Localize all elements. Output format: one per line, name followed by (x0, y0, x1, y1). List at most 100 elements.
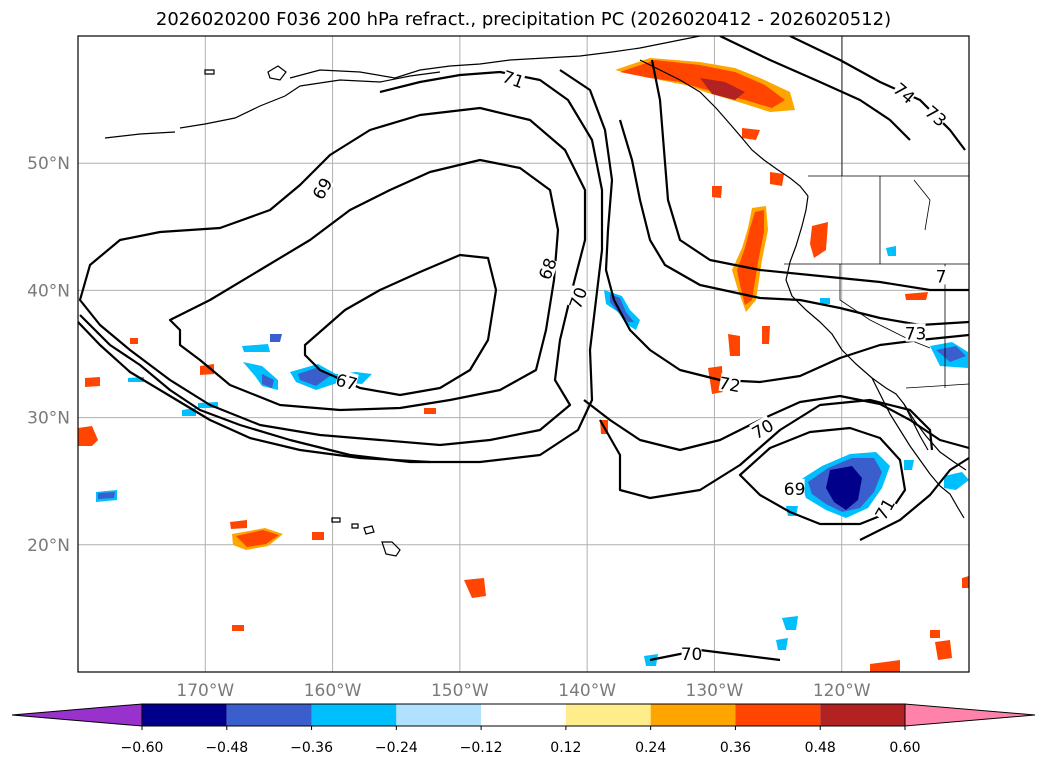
colorbar-segment (820, 704, 905, 726)
precip-positive-region (935, 640, 952, 660)
contour-label-group: 69 (784, 478, 806, 500)
longitude-labels: 170°W 160°W 150°W 140°W 130°W 120°W (176, 681, 870, 701)
colorbar-segment (650, 704, 736, 726)
coastline (639, 59, 809, 197)
precip-positive-region (130, 338, 138, 344)
precip-negative-region (98, 492, 115, 499)
precip-negative-region (610, 294, 634, 322)
lon-tick-label: 130°W (686, 681, 744, 701)
coastline (104, 131, 176, 139)
contour-70 (79, 70, 604, 464)
colorbar-extend-high (904, 703, 1036, 727)
contour-67 (303, 253, 498, 397)
contour-70b (599, 398, 934, 500)
precip-positive-region (870, 660, 900, 672)
map-area (78, 36, 969, 672)
contour-label: 7 (936, 267, 947, 287)
precip-positive-region (424, 408, 436, 414)
contour-72b (583, 394, 969, 452)
contour-label-group: 73 (905, 323, 927, 345)
coastline (785, 195, 967, 471)
latitude-labels: 20°N 30°N 40°N 50°N (27, 154, 70, 556)
precip-positive-region (200, 364, 214, 375)
page-title: 2026020200 F036 200 hPa refract., precip… (155, 9, 892, 30)
contour-label-bg (905, 323, 926, 342)
lon-tick-label: 120°W (813, 681, 871, 701)
precip-positive-region (700, 78, 745, 100)
contour-label-group: 72 (717, 372, 742, 397)
contour-69 (78, 106, 587, 447)
contour-label-bg (930, 266, 951, 285)
precip-negative-region (270, 334, 282, 342)
contour-71b (559, 69, 616, 301)
precip-negative-region (826, 466, 862, 510)
precip-positive-region (905, 292, 928, 300)
contour-label-bg (718, 372, 742, 395)
coastline (331, 517, 341, 523)
contour-label-bg (891, 79, 919, 106)
colorbar-segment (481, 704, 566, 726)
precip-positive-region (620, 60, 785, 108)
colorbar: −0.60 −0.48 −0.36 −0.24 −0.12 0.12 0.24 0.36 0.4… (11, 703, 1036, 756)
precip-negative-region (298, 368, 330, 386)
contour-label-bg (923, 102, 950, 129)
contour-74 (719, 36, 911, 141)
colorbar-tick-label: −0.12 (460, 740, 503, 756)
contour-label: 70 (681, 645, 703, 665)
colorbar-segment (565, 704, 651, 726)
precip-negative-region (944, 472, 969, 490)
precip-positive-region (810, 222, 828, 258)
precip-positive-region (236, 530, 279, 547)
lon-tick-label: 160°W (304, 681, 362, 701)
precip-negative-region (776, 638, 788, 650)
colorbar-segment (311, 704, 397, 726)
contour-label: 72 (717, 374, 742, 397)
lon-tick-label: 140°W (558, 681, 616, 701)
precip-negative-region (262, 374, 274, 388)
contour-label-bg (749, 415, 776, 441)
coastlines (104, 36, 967, 557)
lat-tick-label: 30°N (27, 409, 70, 429)
contour-69b (738, 426, 907, 526)
contour-71d (859, 457, 969, 541)
contour-label-bg (871, 495, 897, 522)
gridlines (78, 36, 969, 672)
lat-tick-label: 50°N (27, 154, 70, 174)
coastline (903, 403, 929, 451)
precip-positive-region (712, 186, 722, 198)
contour-label-bg (534, 255, 559, 281)
colorbar-segment (735, 704, 821, 726)
precip-negative-region (820, 298, 830, 304)
colorbar-tick-label: 0.48 (805, 740, 836, 756)
precip-positive-region (728, 334, 740, 356)
precip-negative-region (904, 460, 914, 470)
precip-positive-region (464, 578, 486, 598)
coastline (381, 541, 401, 557)
contour-71c (613, 299, 969, 384)
colorbar-tick-label: 0.24 (635, 740, 666, 756)
contour-71 (78, 321, 431, 464)
border-line (839, 264, 931, 349)
map-frame (77, 35, 970, 673)
precip-negative-region (782, 616, 798, 630)
precip-positive-region (232, 625, 244, 631)
contour-label-bg (784, 478, 805, 497)
colorbar-tick-label: −0.24 (375, 740, 418, 756)
precip-positive-region (930, 630, 940, 638)
contour-label-bg (501, 66, 527, 91)
colorbar-segment (142, 704, 227, 726)
lon-tick-label: 170°W (176, 681, 234, 701)
precip-positive-region (85, 377, 100, 387)
contour-70c (649, 648, 781, 662)
borders (784, 36, 969, 389)
contour-label: 73 (905, 325, 927, 345)
coastline (363, 525, 375, 535)
precip-positive-region (230, 520, 247, 529)
colorbar-tick-label: −0.36 (290, 740, 333, 756)
contour-label: 69 (784, 480, 806, 500)
precip-positive-region (312, 532, 324, 540)
contour-72 (618, 119, 969, 327)
contour-label-bg (681, 644, 702, 663)
precip-negative-region (886, 246, 896, 256)
